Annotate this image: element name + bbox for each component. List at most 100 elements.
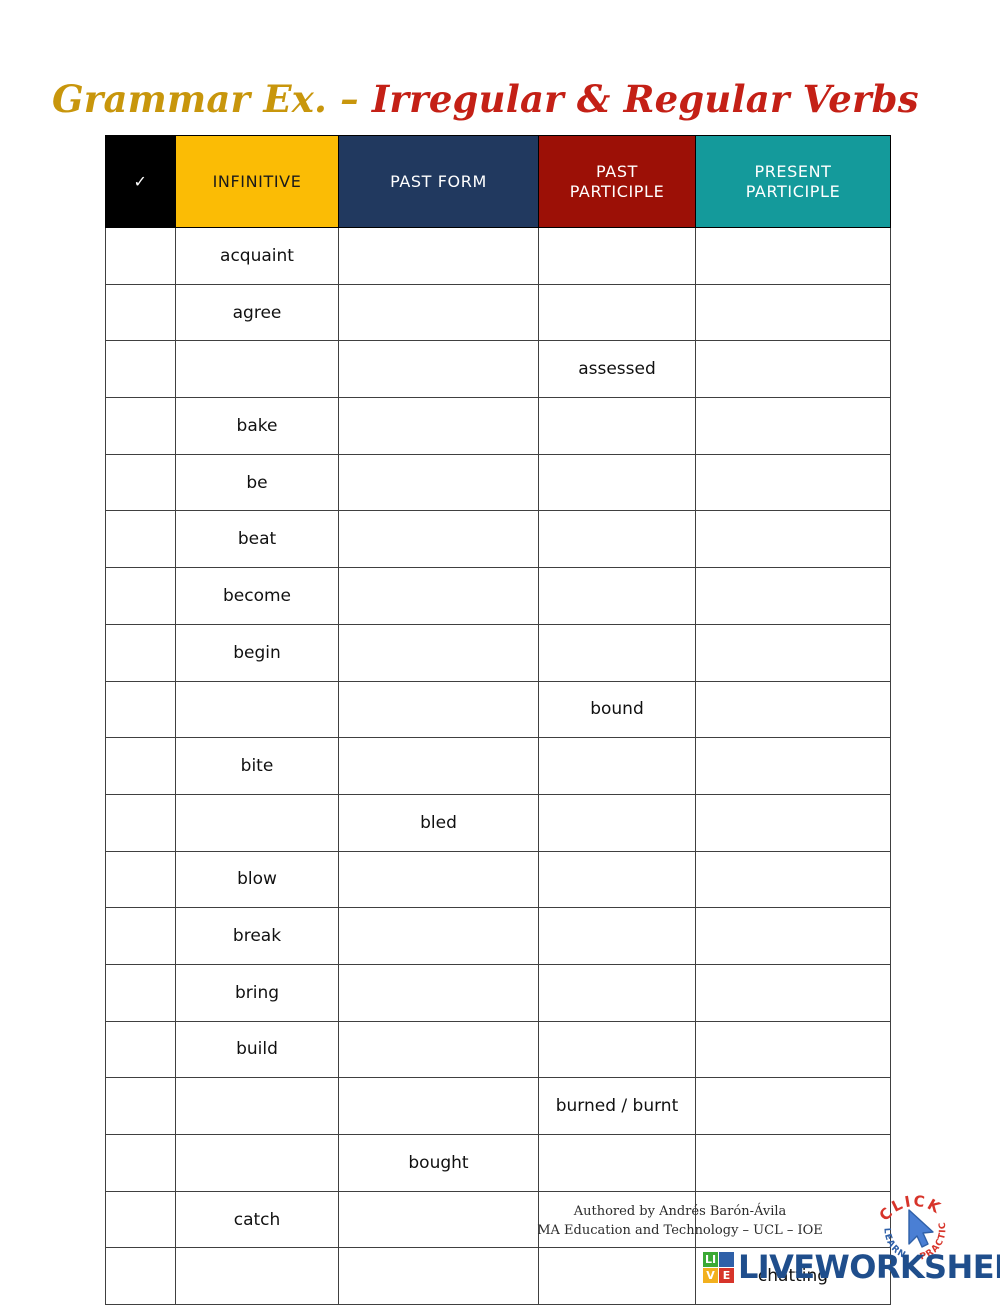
cell-check[interactable]: [105, 850, 176, 909]
cell-past-form[interactable]: [338, 510, 539, 569]
cell-past-participle[interactable]: burned / burnt: [538, 1077, 696, 1135]
past-participle-line1: PAST: [596, 161, 638, 181]
cell-past-form[interactable]: [338, 850, 539, 909]
cell-past-participle[interactable]: [538, 227, 696, 285]
column-header-infinitive: INFINITIVE: [175, 135, 339, 228]
cell-check[interactable]: [105, 1247, 176, 1305]
cell-past-participle[interactable]: [538, 1247, 696, 1305]
cell-infinitive[interactable]: [175, 793, 339, 852]
cell-past-participle[interactable]: bound: [538, 680, 696, 739]
cell-past-form[interactable]: [338, 397, 539, 455]
cell-infinitive[interactable]: bite: [175, 737, 339, 795]
cell-past-form[interactable]: [338, 453, 539, 512]
cell-check[interactable]: [105, 793, 176, 852]
cell-check[interactable]: [105, 1077, 176, 1135]
cell-infinitive[interactable]: [175, 1134, 339, 1192]
cell-present-participle[interactable]: [695, 963, 891, 1022]
cell-past-participle[interactable]: [538, 850, 696, 909]
cell-past-form[interactable]: bought: [338, 1134, 539, 1192]
cell-infinitive[interactable]: [175, 1247, 339, 1305]
cell-check[interactable]: [105, 227, 176, 285]
cell-past-participle[interactable]: [538, 510, 696, 569]
cell-infinitive[interactable]: [175, 680, 339, 739]
cell-check[interactable]: [105, 680, 176, 739]
cell-past-form[interactable]: [338, 680, 539, 739]
cell-past-form[interactable]: [338, 963, 539, 1022]
cell-past-form[interactable]: [338, 340, 539, 399]
cell-past-participle[interactable]: [538, 283, 696, 342]
cell-past-participle[interactable]: [538, 397, 696, 455]
cell-present-participle[interactable]: [695, 850, 891, 909]
cell-past-form[interactable]: [338, 283, 539, 342]
cell-present-participle[interactable]: [695, 907, 891, 965]
cell-past-participle[interactable]: [538, 453, 696, 512]
cell-present-participle[interactable]: [695, 623, 891, 682]
cell-infinitive[interactable]: beat: [175, 510, 339, 569]
cell-check[interactable]: [105, 567, 176, 625]
cell-infinitive[interactable]: bring: [175, 963, 339, 1022]
column-header-check: ✓: [105, 135, 176, 228]
cell-infinitive[interactable]: be: [175, 453, 339, 512]
cell-present-participle[interactable]: [695, 680, 891, 739]
cell-past-form[interactable]: [338, 227, 539, 285]
cell-past-form[interactable]: [338, 567, 539, 625]
cell-present-participle[interactable]: [695, 793, 891, 852]
cell-present-participle[interactable]: [695, 1020, 891, 1079]
cell-present-participle[interactable]: [695, 227, 891, 285]
cell-check[interactable]: [105, 340, 176, 399]
cell-present-participle[interactable]: [695, 397, 891, 455]
cell-past-form[interactable]: [338, 1247, 539, 1305]
cell-past-participle[interactable]: [538, 567, 696, 625]
cell-check[interactable]: [105, 907, 176, 965]
cell-past-form[interactable]: bled: [338, 793, 539, 852]
cell-past-form[interactable]: [338, 1020, 539, 1079]
cell-past-participle[interactable]: [538, 907, 696, 965]
cell-present-participle[interactable]: [695, 1077, 891, 1135]
cell-present-participle[interactable]: [695, 510, 891, 569]
cell-present-participle[interactable]: [695, 340, 891, 399]
cell-past-participle[interactable]: [538, 963, 696, 1022]
cell-check[interactable]: [105, 397, 176, 455]
cell-infinitive[interactable]: bake: [175, 397, 339, 455]
cell-check[interactable]: [105, 453, 176, 512]
cell-check[interactable]: [105, 1190, 176, 1249]
cell-past-form[interactable]: [338, 623, 539, 682]
cell-present-participle[interactable]: [695, 1190, 891, 1249]
cell-present-participle[interactable]: [695, 567, 891, 625]
cell-past-form[interactable]: [338, 1190, 539, 1249]
cell-check[interactable]: [105, 1134, 176, 1192]
table-row: break: [105, 907, 891, 965]
cell-check[interactable]: [105, 963, 176, 1022]
cell-past-participle[interactable]: assessed: [538, 340, 696, 399]
cell-past-participle[interactable]: [538, 1020, 696, 1079]
cell-check[interactable]: [105, 510, 176, 569]
cell-infinitive[interactable]: build: [175, 1020, 339, 1079]
cell-past-form[interactable]: [338, 737, 539, 795]
cell-past-participle[interactable]: [538, 793, 696, 852]
cell-infinitive[interactable]: blow: [175, 850, 339, 909]
cell-past-participle[interactable]: [538, 623, 696, 682]
cell-check[interactable]: [105, 1020, 176, 1079]
cell-present-participle[interactable]: [695, 453, 891, 512]
cell-infinitive[interactable]: begin: [175, 623, 339, 682]
cell-present-participle[interactable]: [695, 737, 891, 795]
cell-past-form[interactable]: [338, 1077, 539, 1135]
cell-infinitive[interactable]: [175, 340, 339, 399]
cell-present-participle[interactable]: [695, 1134, 891, 1192]
click-learn-practice-badge[interactable]: CLICK LEARN PRACTICE: [872, 1184, 958, 1270]
cell-infinitive[interactable]: catch: [175, 1190, 339, 1249]
cell-past-participle[interactable]: [538, 1134, 696, 1192]
cell-infinitive[interactable]: agree: [175, 283, 339, 342]
cell-past-participle[interactable]: [538, 1190, 696, 1249]
cell-check[interactable]: [105, 283, 176, 342]
cell-present-participle[interactable]: [695, 283, 891, 342]
cell-infinitive[interactable]: break: [175, 907, 339, 965]
cell-check[interactable]: [105, 623, 176, 682]
cell-past-form[interactable]: [338, 907, 539, 965]
cell-check[interactable]: [105, 737, 176, 795]
cell-past-participle[interactable]: [538, 737, 696, 795]
cell-infinitive[interactable]: become: [175, 567, 339, 625]
cell-infinitive[interactable]: [175, 1077, 339, 1135]
cell-infinitive[interactable]: acquaint: [175, 227, 339, 285]
liveworksheets-logo[interactable]: LI V E LIVEWORKSHEETS: [703, 1249, 1000, 1285]
